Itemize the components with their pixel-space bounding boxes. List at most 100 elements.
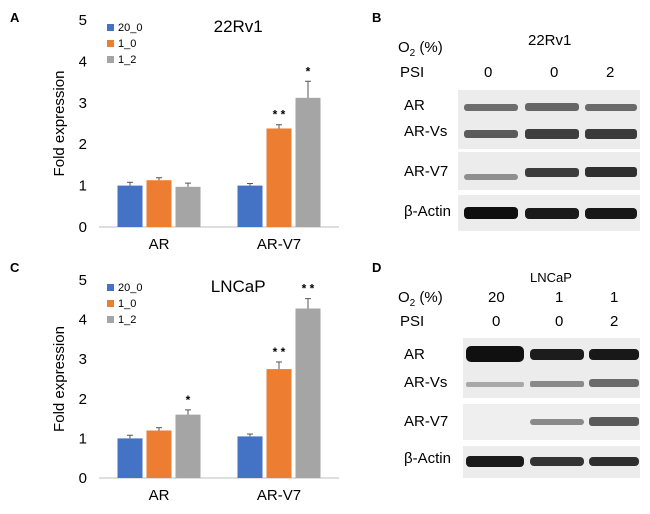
panel-d-blots: AR AR-Vs AR-V7 β-Actin xyxy=(404,338,640,478)
o2-value-d-1: 20 xyxy=(488,289,505,306)
chart-a-significance-mark: * * xyxy=(273,108,286,122)
panel-d-header: LNCaP O2 (%) 20 1 1 PSI 0 0 2 xyxy=(398,270,618,330)
band-b-ar-1 xyxy=(464,104,518,111)
chart-c-legend-label: 1_0 xyxy=(118,298,136,310)
chart-a-legend-swatch xyxy=(107,40,114,47)
chart-a-category-label: AR-V7 xyxy=(257,236,301,253)
panel-d-letter: D xyxy=(372,260,381,275)
psi-value-d-2: 0 xyxy=(555,313,563,330)
band-b-actin-3 xyxy=(585,208,637,219)
chart-c-bar xyxy=(117,438,143,478)
chart-c-ytick-label: 2 xyxy=(79,391,87,408)
chart-a-bar xyxy=(175,186,201,227)
band-label-d-arvs: AR-Vs xyxy=(404,374,447,391)
chart-a-ytick-label: 0 xyxy=(79,219,87,236)
panel-c-letter: C xyxy=(10,260,20,275)
band-d-arvs-3 xyxy=(589,379,639,387)
chart-a-bar xyxy=(237,185,263,227)
band-b-actin-1 xyxy=(464,207,518,219)
chart-c-significance-mark: * * xyxy=(302,282,315,296)
chart-a-legend-label: 1_2 xyxy=(118,54,136,66)
chart-a-y-axis-title: Fold expression xyxy=(51,71,68,177)
band-label-d-ar: AR xyxy=(404,346,425,363)
chart-c: 0 1 2 3 4 5 Fold expression LNCaP * AR * * * * AR-V7… xyxy=(51,272,339,504)
chart-c-ytick-label: 4 xyxy=(79,312,87,329)
chart-a-ytick-label: 1 xyxy=(79,178,87,195)
chart-a-legend-label: 20_0 xyxy=(118,22,142,34)
chart-c-legend-swatch xyxy=(107,300,114,307)
band-label-d-actin: β-Actin xyxy=(404,450,451,467)
chart-a-legend-label: 1_0 xyxy=(118,38,136,50)
band-label-b-arv7: AR-V7 xyxy=(404,163,448,180)
o2-label-b: O2 (%) xyxy=(398,39,443,59)
band-b-arvs-1 xyxy=(464,130,518,138)
psi-label-b: PSI xyxy=(400,64,424,81)
band-d-arvs-2 xyxy=(530,381,584,387)
chart-c-legend-swatch xyxy=(107,284,114,291)
band-b-arv7-2 xyxy=(525,168,579,177)
chart-c-bar xyxy=(295,308,321,478)
chart-c-y-axis-title: Fold expression xyxy=(51,326,68,432)
o2-label-d: O2 (%) xyxy=(398,289,443,309)
chart-c-ytick-label: 1 xyxy=(79,430,87,447)
chart-a-ytick-label: 5 xyxy=(79,12,87,29)
band-label-b-actin: β-Actin xyxy=(404,203,451,220)
psi-value-d-3: 2 xyxy=(610,313,618,330)
chart-c-legend-swatch xyxy=(107,316,114,323)
o2-value-d-3: 1 xyxy=(610,289,618,306)
panel-b-blots: AR AR-Vs AR-V7 β-Actin xyxy=(404,90,640,231)
chart-a-ytick-label: 3 xyxy=(79,95,87,112)
cell-line-d: LNCaP xyxy=(530,270,572,285)
panel-b-header: O2 (%) 22Rv1 PSI 0 0 2 xyxy=(398,32,614,81)
band-d-ar-1 xyxy=(466,346,524,362)
o2-value-d-2: 1 xyxy=(555,289,563,306)
band-label-b-arvs: AR-Vs xyxy=(404,123,447,140)
chart-c-legend-label: 1_2 xyxy=(118,314,136,326)
chart-a-chart-title: 22Rv1 xyxy=(214,17,263,36)
band-label-d-arv7: AR-V7 xyxy=(404,413,448,430)
chart-c-bar xyxy=(175,414,201,478)
band-label-b-ar: AR xyxy=(404,97,425,114)
chart-c-ytick-label: 5 xyxy=(79,272,87,289)
band-d-ar-2 xyxy=(530,349,584,360)
band-b-arvs-3 xyxy=(585,129,637,139)
chart-a-bar xyxy=(266,128,292,227)
band-d-actin-2 xyxy=(530,457,584,466)
chart-c-significance-mark: * xyxy=(186,393,191,407)
chart-c-ytick-label: 3 xyxy=(79,351,87,368)
chart-c-category-label: AR xyxy=(149,487,170,504)
band-b-arv7-1 xyxy=(464,174,518,180)
psi-value-b-3: 2 xyxy=(606,64,614,81)
band-b-actin-2 xyxy=(525,208,579,219)
chart-c-category-label: AR-V7 xyxy=(257,487,301,504)
chart-a-legend-swatch xyxy=(107,56,114,63)
band-d-ar-3 xyxy=(589,349,639,360)
band-d-arv7-3 xyxy=(589,417,639,426)
band-d-arv7-2 xyxy=(530,419,584,425)
chart-c-significance-mark: * * xyxy=(273,345,286,359)
chart-a-category-label: AR xyxy=(149,236,170,253)
band-b-arvs-2 xyxy=(525,129,579,139)
band-d-actin-3 xyxy=(589,457,639,466)
chart-c-bar xyxy=(266,369,292,478)
chart-a-bar xyxy=(117,185,143,227)
band-b-ar-2 xyxy=(525,103,579,111)
psi-value-d-1: 0 xyxy=(492,313,500,330)
band-d-actin-1 xyxy=(466,456,524,467)
chart-a: 0 1 2 3 4 5 Fold expression 22Rv1 AR * * * AR-V7 20_… xyxy=(51,12,339,253)
psi-value-b-2: 0 xyxy=(550,64,558,81)
psi-label-d: PSI xyxy=(400,313,424,330)
psi-value-b-1: 0 xyxy=(484,64,492,81)
band-b-ar-3 xyxy=(585,104,637,111)
panel-a-letter: A xyxy=(10,10,20,25)
chart-c-ytick-label: 0 xyxy=(79,470,87,487)
chart-c-legend-label: 20_0 xyxy=(118,282,142,294)
chart-a-bar xyxy=(146,180,172,227)
band-d-arvs-1 xyxy=(466,382,524,387)
chart-a-ytick-label: 2 xyxy=(79,136,87,153)
blot-b-ar-membrane xyxy=(458,90,640,149)
band-b-arv7-3 xyxy=(585,167,637,177)
chart-c-bar xyxy=(146,430,172,478)
chart-a-ytick-label: 4 xyxy=(79,53,87,70)
